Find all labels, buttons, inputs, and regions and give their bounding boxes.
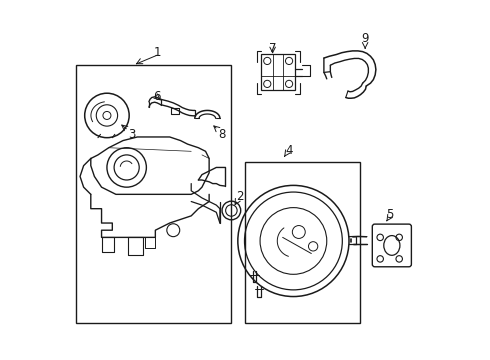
Text: 4: 4	[285, 144, 293, 157]
Text: 2: 2	[237, 190, 244, 203]
Text: 6: 6	[153, 90, 160, 103]
Text: 8: 8	[218, 128, 225, 141]
Text: 9: 9	[362, 32, 369, 45]
Text: 5: 5	[387, 208, 394, 221]
Text: 7: 7	[269, 42, 276, 55]
Bar	[76, 65, 231, 323]
Bar	[245, 162, 360, 323]
Text: 1: 1	[153, 46, 161, 59]
Text: 3: 3	[128, 127, 136, 141]
Bar	[261, 54, 295, 90]
